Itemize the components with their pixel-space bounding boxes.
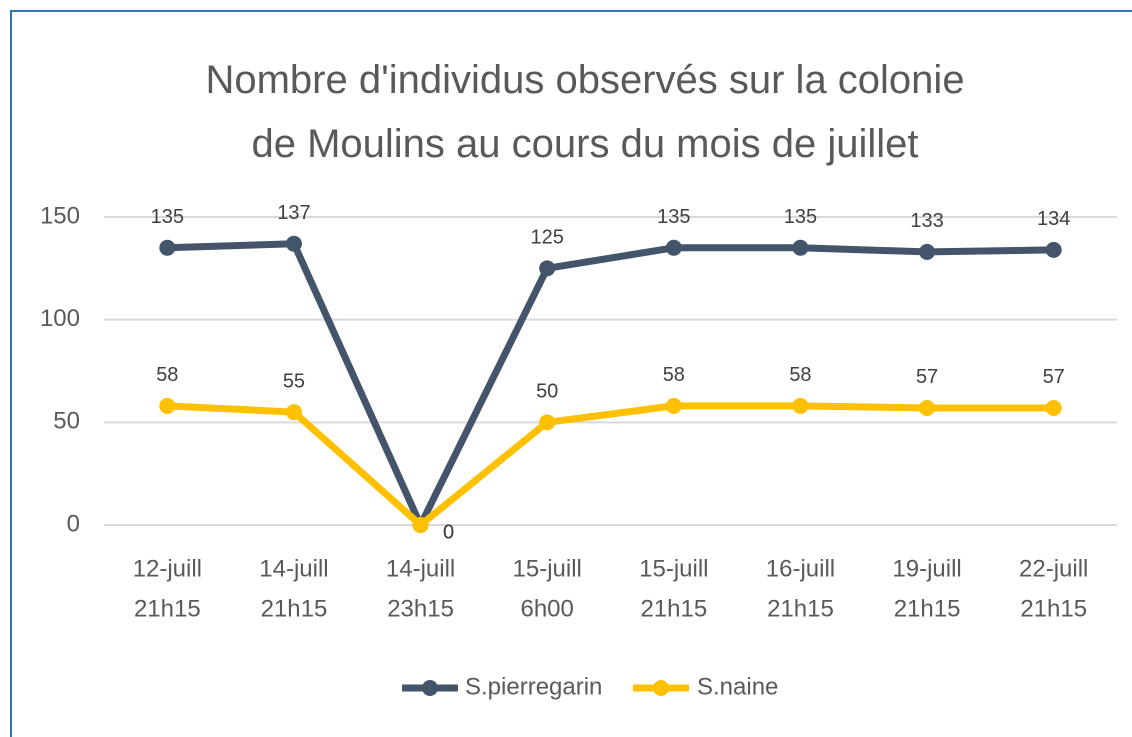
point <box>159 397 176 414</box>
point <box>539 260 556 277</box>
y-tick-label: 50 <box>53 408 80 435</box>
frame <box>10 10 1132 737</box>
legend-label: S.pierregarin <box>465 673 602 700</box>
x-tick-label: 21h15 <box>640 595 707 622</box>
point <box>159 239 176 256</box>
x-tick-label: 21h15 <box>134 595 201 622</box>
point <box>539 414 556 431</box>
x-tick-label: 22-juill <box>1019 555 1088 582</box>
point <box>792 239 809 256</box>
y-tick-label: 0 <box>67 510 80 537</box>
data-label: 135 <box>151 206 184 228</box>
data-label: 125 <box>531 227 564 249</box>
point <box>792 397 809 414</box>
data-label: 58 <box>789 364 811 386</box>
data-label: 0 <box>443 521 454 543</box>
x-tick-label: 21h15 <box>1020 595 1087 622</box>
point <box>1045 399 1062 416</box>
point <box>919 399 936 416</box>
point <box>665 397 682 414</box>
data-label: 58 <box>663 364 685 386</box>
chart-title: Nombre d'individus observés sur la colon… <box>205 58 965 166</box>
point <box>665 239 682 256</box>
point <box>285 235 302 252</box>
x-tick-label: 19-juill <box>892 555 961 582</box>
legend-label: S.naine <box>697 673 778 700</box>
series-line <box>167 240 1054 529</box>
x-tick-label: 12-juill <box>133 555 202 582</box>
data-label: 55 <box>283 370 305 392</box>
x-tick-label: 21h15 <box>894 595 961 622</box>
x-tick-label: 16-juill <box>766 555 835 582</box>
legend-marker <box>653 680 669 696</box>
data-label: 134 <box>1037 208 1070 230</box>
y-tick-label: 150 <box>40 202 80 229</box>
y-tick-label: 100 <box>40 305 80 332</box>
x-tick-label: 15-juill <box>513 555 582 582</box>
legend-marker <box>422 680 438 696</box>
data-label: 57 <box>1043 366 1065 388</box>
x-tick-label: 21h15 <box>767 595 834 622</box>
x-tick-label: 6h00 <box>520 595 573 622</box>
point <box>1045 241 1062 258</box>
data-label: 137 <box>277 202 310 224</box>
x-tick-label: 15-juill <box>639 555 708 582</box>
data-label: 57 <box>916 366 938 388</box>
data-label: 133 <box>910 210 943 232</box>
point <box>412 517 429 533</box>
data-label: 135 <box>657 206 690 228</box>
x-tick-label: 14-juill <box>259 555 328 582</box>
data-label: 50 <box>536 381 558 403</box>
data-label: 58 <box>156 364 178 386</box>
point <box>919 243 936 260</box>
point <box>285 404 302 421</box>
series-line <box>167 402 1054 529</box>
x-tick-label: 21h15 <box>261 595 328 622</box>
data-label: 0 <box>443 521 454 543</box>
x-tick-label: 14-juill <box>386 555 455 582</box>
data-label: 135 <box>784 206 817 228</box>
x-tick-label: 23h15 <box>387 595 454 622</box>
